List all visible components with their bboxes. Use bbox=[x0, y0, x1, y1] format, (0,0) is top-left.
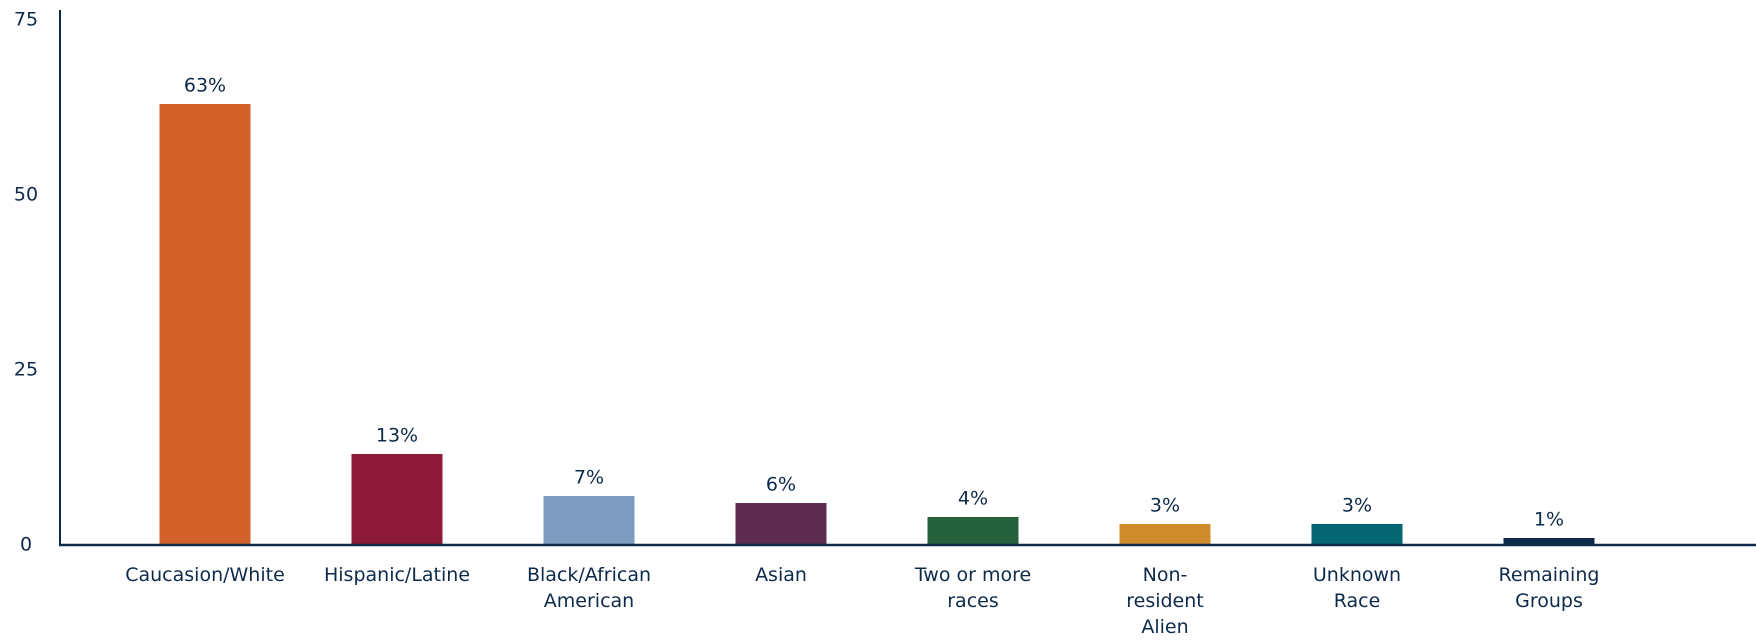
data-label: 13% bbox=[376, 425, 418, 447]
x-tick-label: Unknown Race bbox=[1312, 564, 1402, 612]
x-tick-label: Two or more races bbox=[914, 564, 1032, 612]
x-tick-label: Remaining Groups bbox=[1498, 564, 1600, 612]
data-label: 3% bbox=[1150, 495, 1180, 517]
bar bbox=[543, 496, 635, 545]
bar bbox=[735, 503, 827, 545]
chart: 0 25 50 75 63% 13% 7% 6% 4% 3% 3% 1% bbox=[14, 9, 1756, 556]
x-tick-label: Hispanic/Latine bbox=[323, 564, 471, 586]
chart-container: 0 25 50 75 63% 13% 7% 6% 4% 3% 3% 1% Caucasion/Whit… bbox=[14, 9, 1756, 638]
x-tick-label: Asian bbox=[755, 564, 807, 586]
data-label: 6% bbox=[766, 474, 796, 496]
y-tick-label: 75 bbox=[14, 9, 38, 31]
bar bbox=[159, 104, 251, 545]
x-tick-label: Caucasion/White bbox=[125, 564, 285, 586]
data-label: 4% bbox=[958, 488, 988, 510]
bar bbox=[1311, 524, 1403, 545]
x-tick-label: Non-resident Alien bbox=[1126, 564, 1204, 638]
data-label: 7% bbox=[574, 467, 604, 489]
bar bbox=[1503, 538, 1595, 545]
y-tick-label: 50 bbox=[14, 184, 38, 206]
bar bbox=[1119, 524, 1211, 545]
data-label: 3% bbox=[1342, 495, 1372, 517]
y-tick-label: 0 bbox=[20, 534, 32, 556]
y-tick-label: 25 bbox=[14, 359, 38, 381]
data-label: 1% bbox=[1534, 509, 1564, 531]
bar bbox=[351, 454, 443, 545]
x-tick-label: Black/African American bbox=[526, 564, 652, 612]
data-label: 63% bbox=[184, 75, 226, 97]
bar bbox=[927, 517, 1019, 545]
